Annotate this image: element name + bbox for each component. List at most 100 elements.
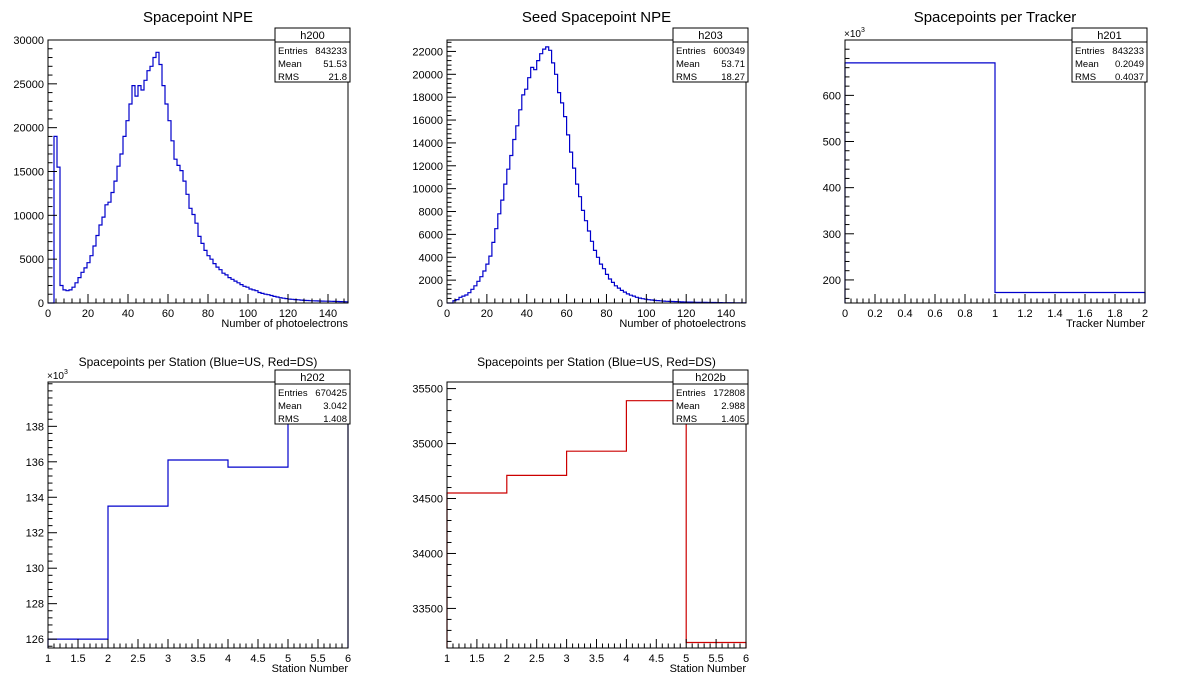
x-tick-label: 5.5 xyxy=(708,653,723,665)
histogram-series-line xyxy=(447,46,747,304)
x-tick-label: 4 xyxy=(225,653,231,665)
x-tick-label: 80 xyxy=(202,308,214,320)
chart-title: Spacepoints per Station (Blue=US, Red=DS… xyxy=(79,355,318,369)
stats-histogram-name: h202 xyxy=(300,372,324,384)
x-tick-label: 0.4 xyxy=(897,308,912,320)
stats-label-entries: Entries xyxy=(278,388,308,399)
x-axis-label: Number of photoelectrons xyxy=(619,318,746,330)
stats-label-mean: Mean xyxy=(278,59,302,70)
x-tick-label: 100 xyxy=(239,308,257,320)
stats-value-entries: 843233 xyxy=(1112,46,1144,57)
y-exponent-power: 3 xyxy=(861,27,865,34)
x-tick-label: 2 xyxy=(504,653,510,665)
y-tick-label: 6000 xyxy=(419,229,443,241)
chart-title: Spacepoint NPE xyxy=(143,9,253,26)
x-tick-label: 100 xyxy=(637,308,655,320)
x-tick-label: 0.6 xyxy=(927,308,942,320)
x-tick-label: 3 xyxy=(564,653,570,665)
x-tick-label: 20 xyxy=(82,308,94,320)
y-tick-label: 35000 xyxy=(412,439,443,451)
x-tick-label: 2.5 xyxy=(529,653,544,665)
stats-value-rms: 1.405 xyxy=(721,414,745,425)
x-tick-label: 60 xyxy=(162,308,174,320)
stats-label-entries: Entries xyxy=(1075,46,1105,57)
stats-histogram-name: h202b xyxy=(695,372,726,384)
stats-box-frame xyxy=(274,27,351,83)
stats-box-h203: h203 Entries 600349 Mean 53.71 RMS 18.27 xyxy=(672,27,749,83)
stats-value-mean: 2.988 xyxy=(721,401,745,412)
y-tick-label: 22000 xyxy=(412,46,443,58)
histogram-pad-h201: Spacepoints per Tracker 0 0.2 0.4 0.6 0.8 1 1.2… xyxy=(823,9,1148,330)
stats-label-mean: Mean xyxy=(676,59,700,70)
y-tick-label: 33500 xyxy=(412,603,443,615)
stats-value-rms: 21.8 xyxy=(329,72,348,83)
x-tick-label: 1 xyxy=(992,308,998,320)
y-exponent-label: ×103 xyxy=(47,369,68,382)
stats-value-rms: 0.4037 xyxy=(1115,72,1144,83)
y-tick-label: 12000 xyxy=(412,161,443,173)
x-tick-label: 1.4 xyxy=(1047,308,1062,320)
y-tick-label: 0 xyxy=(38,298,44,310)
y-tick-label: 10000 xyxy=(412,184,443,196)
x-tick-label: 120 xyxy=(677,308,695,320)
x-tick-label: 0 xyxy=(842,308,848,320)
x-tick-label: 0.8 xyxy=(957,308,972,320)
x-tick-label: 3.5 xyxy=(190,653,205,665)
stats-label-rms: RMS xyxy=(1075,72,1096,83)
y-tick-label: 18000 xyxy=(412,92,443,104)
stats-value-entries: 600349 xyxy=(713,46,745,57)
histogram-pad-h202: Spacepoints per Station (Blue=US, Red=DS… xyxy=(26,355,351,675)
stats-label-mean: Mean xyxy=(676,401,700,412)
y-tick-label: 34500 xyxy=(412,494,443,506)
x-tick-label: 0 xyxy=(444,308,450,320)
chart-title: Spacepoints per Tracker xyxy=(914,9,1077,26)
stats-box-h201: h201 Entries 843233 Mean 0.2049 RMS 0.4037 xyxy=(1071,27,1148,83)
y-tick-label: 138 xyxy=(26,421,44,433)
stats-label-mean: Mean xyxy=(278,401,302,412)
stats-label-mean: Mean xyxy=(1075,59,1099,70)
stats-value-rms: 18.27 xyxy=(721,72,745,83)
x-tick-label: 40 xyxy=(122,308,134,320)
stats-value-rms: 1.408 xyxy=(323,414,347,425)
y-tick-label: 10000 xyxy=(13,210,44,222)
stats-value-mean: 3.042 xyxy=(323,401,347,412)
histogram-pad-h203: Seed Spacepoint NPE 0 20 40 60 80 100 120 140 0 20… xyxy=(412,9,749,330)
x-tick-label: 3.5 xyxy=(589,653,604,665)
stats-box-frame xyxy=(672,27,749,83)
x-tick-label: 80 xyxy=(600,308,612,320)
stats-value-mean: 53.71 xyxy=(721,59,745,70)
stats-value-mean: 0.2049 xyxy=(1115,59,1144,70)
stats-label-entries: Entries xyxy=(676,388,706,399)
x-tick-label: 140 xyxy=(717,308,735,320)
x-axis-label: Tracker Number xyxy=(1066,318,1145,330)
stats-label-rms: RMS xyxy=(676,72,697,83)
stats-histogram-name: h203 xyxy=(698,30,722,42)
x-tick-label: 5 xyxy=(683,653,689,665)
histogram-pad-h200: Spacepoint NPE 0 20 40 60 80 100 120 140 0 5000 100… xyxy=(13,9,351,330)
stats-box-h202: h202 Entries 670425 Mean 3.042 RMS 1.408 xyxy=(274,369,351,425)
stats-label-rms: RMS xyxy=(278,72,299,83)
x-tick-label: 6 xyxy=(743,653,749,665)
x-tick-label: 60 xyxy=(560,308,572,320)
y-tick-label: 34000 xyxy=(412,548,443,560)
stats-value-entries: 172808 xyxy=(713,388,745,399)
y-exponent-power: 3 xyxy=(64,369,68,376)
plot-frame xyxy=(446,39,747,304)
stats-box-h202b: h202b Entries 172808 Mean 2.988 RMS 1.405 xyxy=(672,369,749,425)
x-tick-label: 1.5 xyxy=(70,653,85,665)
stats-value-entries: 670425 xyxy=(315,388,347,399)
stats-value-entries: 843233 xyxy=(315,46,347,57)
y-tick-label: 20000 xyxy=(13,123,44,135)
x-tick-label: 4.5 xyxy=(250,653,265,665)
chart-title: Seed Spacepoint NPE xyxy=(522,9,671,26)
x-tick-label: 4.5 xyxy=(649,653,664,665)
x-axis-label: Station Number xyxy=(670,663,747,675)
stats-box-frame xyxy=(1071,27,1148,83)
x-tick-label: 120 xyxy=(279,308,297,320)
histogram-series-line xyxy=(48,51,349,304)
x-tick-label: 5.5 xyxy=(310,653,325,665)
stats-histogram-name: h201 xyxy=(1097,30,1121,42)
stats-label-entries: Entries xyxy=(278,46,308,57)
y-tick-label: 8000 xyxy=(419,207,443,219)
